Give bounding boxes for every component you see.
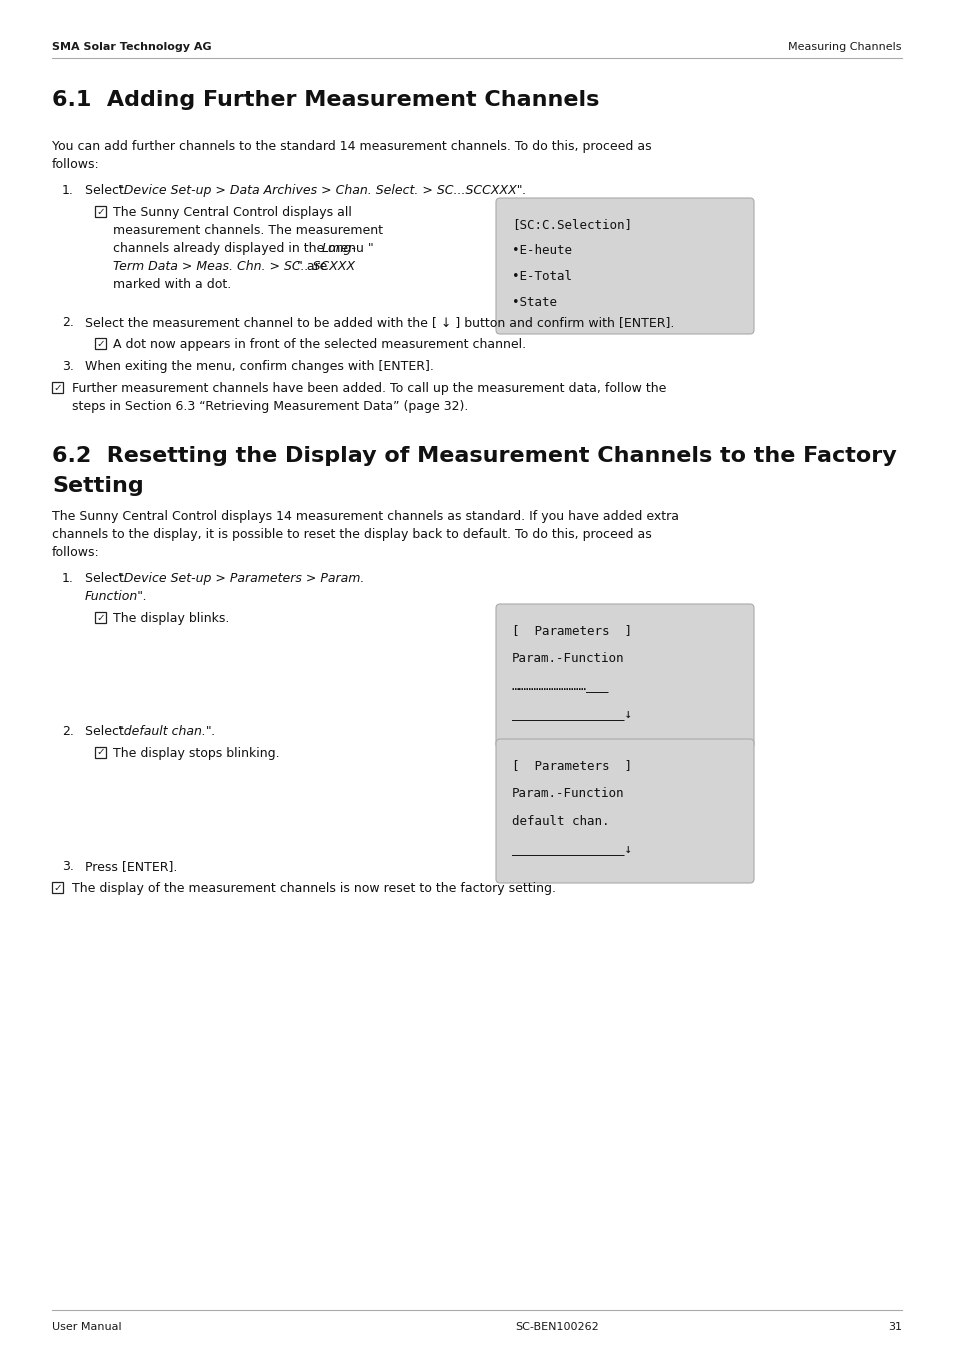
Text: The Sunny Central Control displays all: The Sunny Central Control displays all xyxy=(112,206,352,219)
Text: Long-: Long- xyxy=(322,242,356,256)
Text: The Sunny Central Control displays 14 measurement channels as standard. If you h: The Sunny Central Control displays 14 me… xyxy=(52,510,679,523)
Text: Select the measurement channel to be added with the [ ↓ ] button and confirm wit: Select the measurement channel to be add… xyxy=(85,316,674,329)
Text: 6.2  Resetting the Display of Measurement Channels to the Factory: 6.2 Resetting the Display of Measurement… xyxy=(52,446,896,466)
Bar xyxy=(52,383,63,393)
Text: The display of the measurement channels is now reset to the factory setting.: The display of the measurement channels … xyxy=(71,882,556,895)
Text: ✓: ✓ xyxy=(96,338,105,349)
Text: "default chan.".: "default chan.". xyxy=(118,725,215,738)
Text: •E-heute: •E-heute xyxy=(512,243,572,257)
Text: The display blinks.: The display blinks. xyxy=(112,612,229,625)
Text: Further measurement channels have been added. To call up the measurement data, f: Further measurement channels have been a… xyxy=(71,383,666,395)
Text: measurement channels. The measurement: measurement channels. The measurement xyxy=(112,224,382,237)
Text: The display stops blinking.: The display stops blinking. xyxy=(112,748,279,760)
Text: 31: 31 xyxy=(887,1322,901,1332)
Bar xyxy=(95,206,106,218)
Text: [  Parameters  ]: [ Parameters ] xyxy=(512,625,631,637)
Text: [  Parameters  ]: [ Parameters ] xyxy=(512,758,631,772)
Text: •State: •State xyxy=(512,296,557,310)
Text: marked with a dot.: marked with a dot. xyxy=(112,279,231,291)
Text: ✓: ✓ xyxy=(96,207,105,216)
Text: _______________↓: _______________↓ xyxy=(512,708,631,721)
Text: •E-Total: •E-Total xyxy=(512,270,572,283)
Text: Select: Select xyxy=(85,725,128,738)
Text: Function".: Function". xyxy=(85,589,148,603)
Text: steps in Section 6.3 “Retrieving Measurement Data” (page 32).: steps in Section 6.3 “Retrieving Measure… xyxy=(71,400,468,412)
Text: ✓: ✓ xyxy=(96,748,105,757)
Text: _______________↓: _______________↓ xyxy=(512,844,631,856)
Text: 2.: 2. xyxy=(62,725,73,738)
Text: A dot now appears in front of the selected measurement channel.: A dot now appears in front of the select… xyxy=(112,338,525,352)
Text: 6.1  Adding Further Measurement Channels: 6.1 Adding Further Measurement Channels xyxy=(52,91,598,110)
Text: 3.: 3. xyxy=(62,360,73,373)
Text: follows:: follows: xyxy=(52,546,100,558)
Text: ✓: ✓ xyxy=(53,383,62,392)
Text: When exiting the menu, confirm changes with [ENTER].: When exiting the menu, confirm changes w… xyxy=(85,360,434,373)
Text: Setting: Setting xyxy=(52,476,144,496)
Text: …………………………___: …………………………___ xyxy=(512,680,609,694)
Text: Press [ENTER].: Press [ENTER]. xyxy=(85,860,177,873)
Text: SC-BEN100262: SC-BEN100262 xyxy=(515,1322,598,1332)
Text: Param.-Function: Param.-Function xyxy=(512,652,624,665)
Text: You can add further channels to the standard 14 measurement channels. To do this: You can add further channels to the stan… xyxy=(52,141,651,153)
Text: "Device Set-up > Parameters > Param.: "Device Set-up > Parameters > Param. xyxy=(118,572,364,585)
Text: Param.-Function: Param.-Function xyxy=(512,787,624,800)
Text: 1.: 1. xyxy=(62,184,73,197)
Text: ✓: ✓ xyxy=(96,612,105,622)
Text: Select: Select xyxy=(85,572,128,585)
Bar xyxy=(95,338,106,349)
Bar xyxy=(95,612,106,623)
Text: [SC:C.Selection]: [SC:C.Selection] xyxy=(512,218,631,231)
Text: default chan.: default chan. xyxy=(512,815,609,827)
Text: 3.: 3. xyxy=(62,860,73,873)
Text: User Manual: User Manual xyxy=(52,1322,121,1332)
Bar xyxy=(95,748,106,758)
Text: channels already displayed in the menu ": channels already displayed in the menu " xyxy=(112,242,374,256)
Text: Measuring Channels: Measuring Channels xyxy=(788,42,901,51)
Text: 1.: 1. xyxy=(62,572,73,585)
FancyBboxPatch shape xyxy=(496,740,753,883)
Bar xyxy=(52,882,63,894)
Text: SMA Solar Technology AG: SMA Solar Technology AG xyxy=(52,42,212,51)
Text: channels to the display, it is possible to reset the display back to default. To: channels to the display, it is possible … xyxy=(52,529,651,541)
Text: Select: Select xyxy=(85,184,128,197)
Text: ✓: ✓ xyxy=(53,883,62,892)
Text: 2.: 2. xyxy=(62,316,73,329)
Text: " are: " are xyxy=(296,260,327,273)
Text: "Device Set-up > Data Archives > Chan. Select. > SC...SCCXXX".: "Device Set-up > Data Archives > Chan. S… xyxy=(118,184,526,197)
Text: follows:: follows: xyxy=(52,158,100,170)
FancyBboxPatch shape xyxy=(496,197,753,334)
FancyBboxPatch shape xyxy=(496,604,753,748)
Text: Term Data > Meas. Chn. > SC...SCXXX: Term Data > Meas. Chn. > SC...SCXXX xyxy=(112,260,355,273)
